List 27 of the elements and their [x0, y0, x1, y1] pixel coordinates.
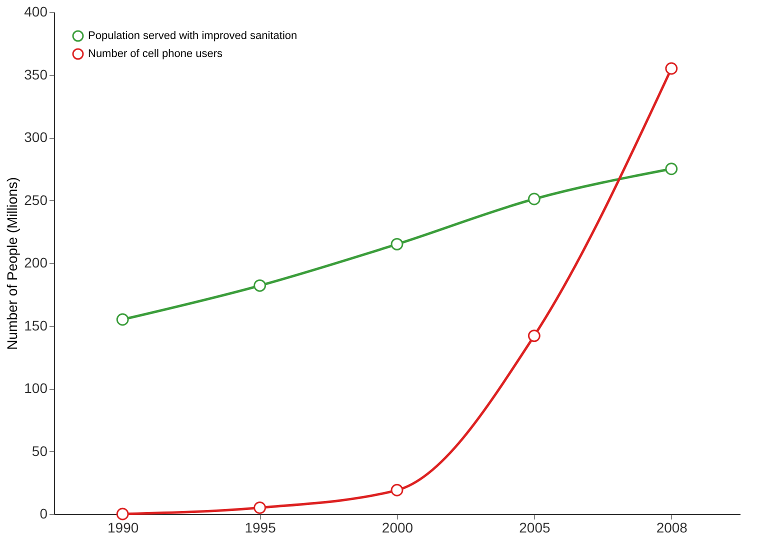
y-tick-label: 150	[24, 317, 48, 334]
y-tick-label: 400	[24, 4, 48, 20]
legend-label: Number of cell phone users	[88, 48, 224, 60]
x-tick-label: 2005	[519, 520, 550, 536]
point	[528, 192, 540, 206]
point	[390, 484, 404, 496]
x-tick-label: 2008	[656, 520, 688, 536]
point	[116, 313, 129, 326]
y-tick-label: 350	[24, 66, 48, 82]
point	[528, 330, 540, 342]
point	[665, 62, 678, 75]
point	[254, 502, 266, 514]
point	[390, 238, 404, 250]
x-tick-label: 1990	[108, 520, 139, 536]
y-tick-label: 250	[24, 192, 48, 208]
point	[116, 508, 129, 520]
y-tick-label: 100	[24, 380, 48, 396]
point	[254, 279, 266, 292]
point	[665, 162, 678, 176]
x-tick-label: 2000	[382, 520, 414, 536]
legend-label: Population served with improved sanitation	[88, 30, 298, 42]
y-tick-label: 50	[32, 442, 48, 459]
y-axis-title: Number of People (Millions)	[4, 177, 20, 350]
y-tick-label: 200	[24, 254, 48, 270]
x-tick-label: 1995	[244, 520, 276, 536]
y-tick-label: 300	[24, 129, 48, 145]
y-tick-label: 0	[40, 506, 48, 522]
